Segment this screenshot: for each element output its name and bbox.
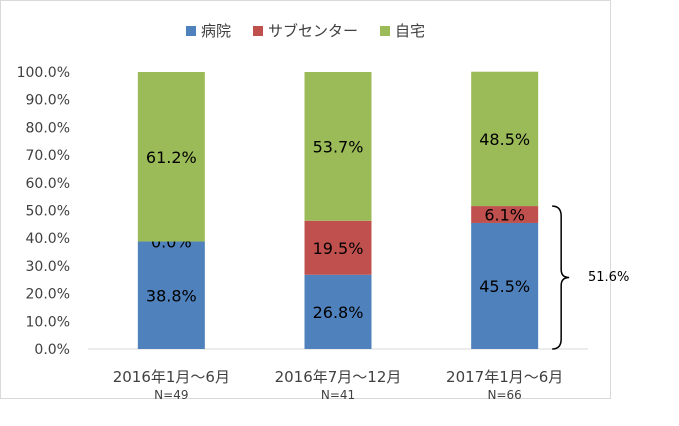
data-label: 48.5% xyxy=(479,130,530,149)
bar-segment-hospital xyxy=(471,222,539,349)
bar-segment-hospital xyxy=(137,241,205,349)
x-category-note: N=49 xyxy=(154,388,188,402)
bar-segment-home xyxy=(304,72,372,221)
bar-segment-home xyxy=(471,71,539,207)
legend-label-home: 自宅 xyxy=(395,22,426,40)
legend-label-subcenter: サブセンター xyxy=(267,22,358,40)
y-tick-label: 10.0% xyxy=(26,314,70,330)
legend-swatch-hospital xyxy=(185,25,196,36)
x-category-label: 2016年1月～6月 xyxy=(113,368,230,386)
legend-label-hospital: 病院 xyxy=(200,22,231,40)
data-label: 53.7% xyxy=(313,137,364,156)
y-tick-label: 0.0% xyxy=(34,342,70,358)
bar-segment-subcenter xyxy=(304,220,372,275)
legend-swatch-subcenter xyxy=(252,25,263,36)
y-tick-label: 30.0% xyxy=(26,259,70,275)
x-category-note: N=66 xyxy=(488,388,522,402)
annotation-bracket xyxy=(552,205,570,350)
legend-swatch-home xyxy=(380,25,390,36)
y-tick-label: 80.0% xyxy=(26,120,70,136)
x-category-note: N=41 xyxy=(321,388,355,402)
chart-legend: 病院 サブセンター 自宅 xyxy=(0,20,611,41)
bar-segment-home xyxy=(137,72,205,242)
legend-item-subcenter: サブセンター xyxy=(252,20,358,41)
data-label: 38.8% xyxy=(146,286,197,305)
x-category-label: 2017年1月～6月 xyxy=(446,368,563,386)
bar-segment-hospital xyxy=(304,274,372,349)
data-label: 45.5% xyxy=(479,277,530,296)
legend-item-hospital: 病院 xyxy=(185,20,231,41)
y-tick-label: 40.0% xyxy=(26,231,70,247)
y-tick-label: 20.0% xyxy=(26,287,70,303)
annotation-label: 51.6% xyxy=(588,270,630,285)
legend-item-home: 自宅 xyxy=(380,20,425,41)
data-label: 6.1% xyxy=(484,206,525,225)
data-label: 19.5% xyxy=(313,239,364,258)
data-label: 26.8% xyxy=(313,303,364,322)
y-tick-label: 100.0% xyxy=(17,65,70,81)
bar-segment-subcenter xyxy=(471,206,539,223)
y-tick-label: 60.0% xyxy=(26,176,70,192)
y-tick-label: 90.0% xyxy=(26,93,70,109)
data-label: 61.2% xyxy=(146,148,197,167)
x-category-label: 2016年7月～12月 xyxy=(275,368,402,386)
y-tick-label: 70.0% xyxy=(26,148,70,164)
y-tick-label: 50.0% xyxy=(26,204,70,220)
